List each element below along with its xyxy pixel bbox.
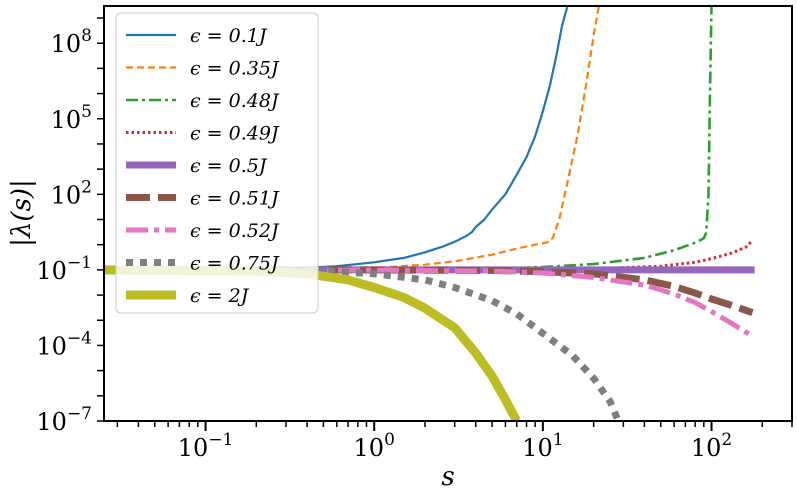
- series-line-1: [104, 6, 600, 271]
- x-tick-label: 101: [522, 430, 563, 462]
- y-axis-label: |λ(s)|: [7, 179, 37, 247]
- x-axis-label: s: [441, 462, 454, 492]
- y-tick-label: 10−7: [36, 404, 92, 436]
- x-tick-label: 10−1: [178, 430, 234, 462]
- series-line-5: [104, 266, 754, 317]
- x-axis: 10−1 100 101 102: [116, 421, 793, 462]
- series-line-2: [104, 6, 713, 272]
- legend-label-2: ϵ = 0.48J: [190, 90, 280, 112]
- y-tick-label: 10−4: [36, 328, 92, 360]
- y-tick-label: 102: [51, 177, 92, 209]
- x-tick-label: 102: [691, 430, 732, 462]
- series-line-7: [104, 266, 622, 421]
- legend-label-1: ϵ = 0.35J: [190, 58, 280, 80]
- legend-label-6: ϵ = 0.52J: [190, 220, 280, 242]
- series-line-3: [104, 239, 754, 272]
- y-axis: 10−7 10−4 10−1 102 105 108: [36, 17, 104, 436]
- y-tick-label: 108: [51, 26, 92, 58]
- plot-frame: [103, 5, 793, 422]
- legend-label-7: ϵ = 0.75J: [190, 253, 280, 275]
- legend-box: [115, 12, 319, 314]
- legend-label-5: ϵ = 0.51J: [190, 188, 280, 210]
- y-tick-label: 10−1: [36, 253, 92, 285]
- legend-label-3: ϵ = 0.49J: [190, 123, 280, 145]
- legend-label-0: ϵ = 0.1J: [190, 25, 268, 47]
- legend: ϵ = 0.1J ϵ = 0.35J ϵ = 0.48J ϵ = 0.49J ϵ = 0…: [115, 12, 319, 314]
- x-tick-label: 100: [354, 430, 395, 462]
- series-line-0: [104, 6, 569, 271]
- y-tick-label: 105: [51, 102, 92, 134]
- legend-label-4: ϵ = 0.5J: [190, 155, 268, 177]
- legend-label-8: ϵ = 2J: [190, 285, 250, 307]
